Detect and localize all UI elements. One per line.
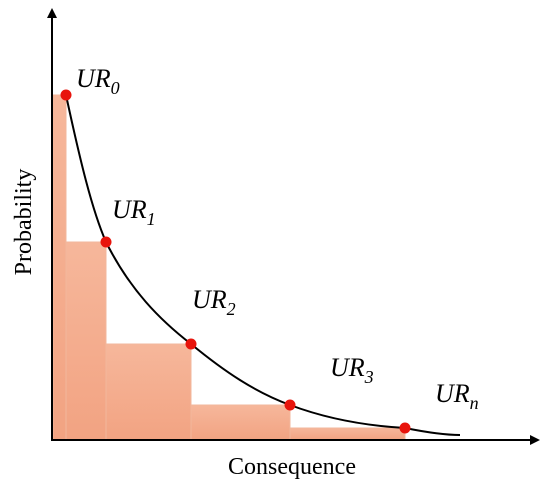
y-axis-title: Probability bbox=[11, 169, 37, 276]
label-base: UR bbox=[112, 195, 147, 224]
label-base: UR bbox=[435, 379, 470, 408]
point bbox=[399, 422, 411, 434]
label-subscript: 1 bbox=[147, 209, 156, 229]
point bbox=[60, 89, 72, 101]
point-label: UR2 bbox=[192, 285, 236, 319]
label-base: UR bbox=[192, 285, 227, 314]
point bbox=[284, 399, 296, 411]
point-label: UR0 bbox=[76, 64, 120, 98]
x-axis-title: Consequence bbox=[228, 454, 356, 480]
point bbox=[100, 236, 112, 248]
label-subscript: 0 bbox=[111, 78, 120, 98]
bar bbox=[52, 94, 67, 441]
bar bbox=[289, 427, 406, 441]
point bbox=[185, 338, 197, 350]
label-base: UR bbox=[76, 64, 111, 93]
label-subscript: 2 bbox=[227, 299, 236, 319]
label-subscript: 3 bbox=[364, 367, 374, 387]
label-base: UR bbox=[330, 353, 365, 382]
point-label: UR1 bbox=[112, 195, 156, 229]
label-subscript: n bbox=[470, 393, 479, 413]
bars bbox=[52, 94, 406, 441]
point-label: URn bbox=[435, 379, 479, 413]
bar bbox=[190, 404, 291, 441]
points bbox=[60, 89, 411, 434]
bar bbox=[65, 241, 107, 441]
point-label: UR3 bbox=[330, 353, 374, 387]
bar bbox=[105, 343, 192, 441]
